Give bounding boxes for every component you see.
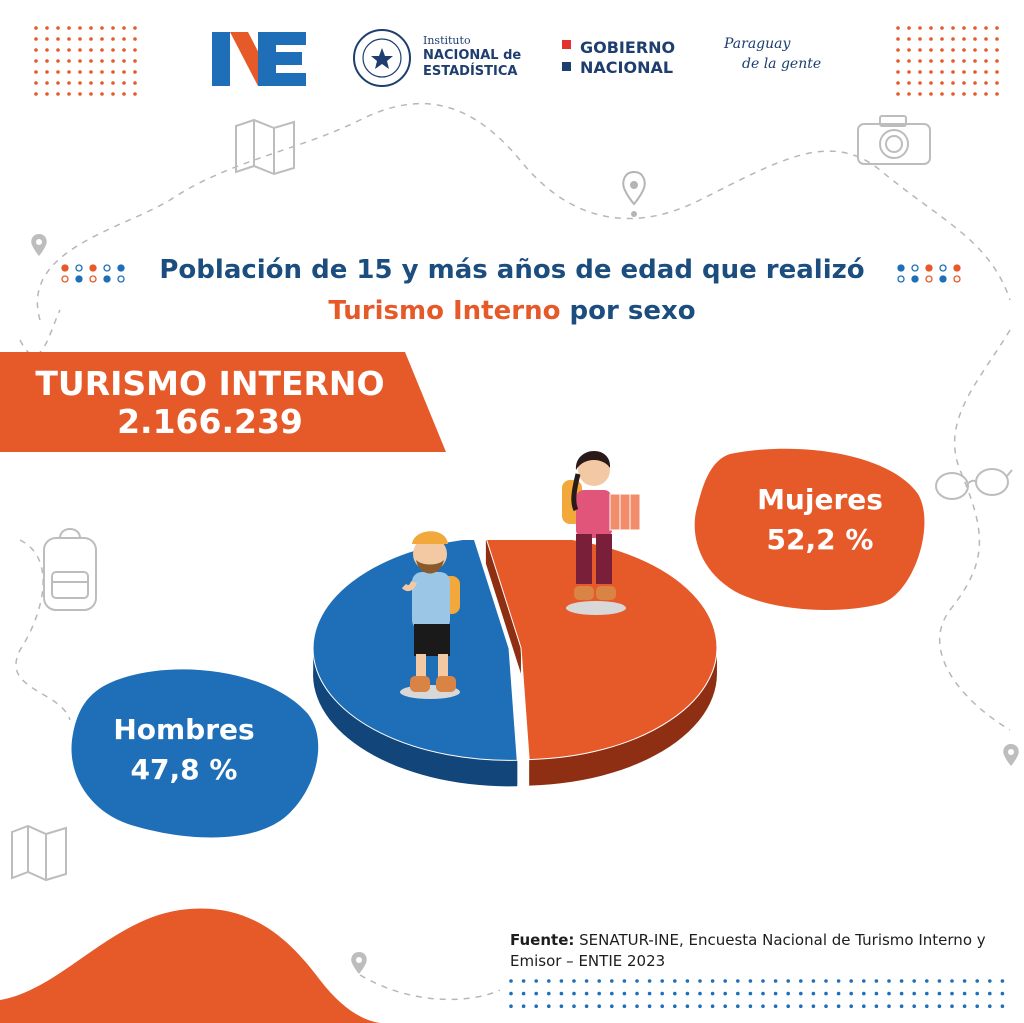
pie-cut-mujeres	[485, 540, 521, 674]
slice-value-hombres: 47,8 %	[130, 753, 238, 786]
ine-small-label: Instituto	[423, 34, 471, 47]
source-label: Fuente:	[510, 931, 575, 949]
paraguay-gente-line1: Paraguay	[724, 36, 791, 52]
title-dots-right	[897, 264, 961, 283]
gobierno-line1: GOBIERNO	[580, 38, 676, 57]
map-icon	[235, 118, 295, 176]
camera-icon	[857, 115, 931, 165]
chart-title-rest: por sexo	[560, 296, 696, 326]
sunglasses-icon	[935, 468, 1013, 500]
total-banner	[0, 352, 446, 452]
ine-name-line2: ESTADÍSTICA	[423, 64, 518, 79]
gobierno-blue-square	[562, 62, 571, 71]
source-text: SENATUR-INE, Encuesta Nacional de Turism…	[510, 931, 986, 970]
pie-chart	[312, 540, 718, 787]
dot-grid-top-right	[896, 26, 999, 96]
map-bottom-icon	[11, 824, 67, 882]
location-pin-icon	[622, 170, 646, 217]
location-pin-bottom-icon	[351, 952, 367, 974]
hombres-label-block: Hombres 47,8 %	[94, 710, 274, 790]
title-dots-left	[61, 264, 125, 283]
mujeres-blob	[694, 448, 925, 610]
pie-wall-mujeres	[529, 647, 717, 786]
chart-title-line1: Población de 15 y más años de edad que r…	[159, 255, 865, 285]
mujeres-label-block: Mujeres 52,2 %	[730, 480, 910, 560]
chart-title-line2: Turismo Interno por sexo	[0, 296, 1024, 326]
slice-name-mujeres: Mujeres	[757, 483, 883, 516]
male-traveler-illustration	[392, 531, 460, 699]
slice-value-mujeres: 52,2 %	[766, 523, 874, 556]
backpack-icon	[43, 528, 97, 611]
gobierno-line2: NACIONAL	[580, 58, 674, 77]
pie-wall-hombres	[313, 643, 518, 787]
paraguay-seal-icon	[353, 29, 411, 87]
pie-slice-mujeres	[485, 540, 718, 786]
header-logos: Instituto NACIONAL de ESTADÍSTICA GOBIER…	[0, 24, 1024, 96]
gobierno-red-square	[562, 40, 571, 49]
dot-grid-top-left	[34, 26, 137, 96]
source-note: Fuente: SENATUR-INE, Encuesta Nacional d…	[510, 930, 1010, 972]
chart-title-accent: Turismo Interno	[328, 296, 561, 326]
bottom-wave-decoration	[0, 908, 380, 1023]
total-banner-label: TURISMO INTERNO	[35, 364, 385, 403]
female-traveler-illustration	[562, 450, 641, 615]
location-pin-left-icon	[31, 234, 47, 256]
ine-ne-logo	[212, 32, 306, 86]
dot-grid-bottom	[509, 979, 1005, 1008]
paraguay-gente-line2: de la gente	[742, 56, 822, 72]
total-banner-text: TURISMO INTERNO 2.166.239	[0, 365, 420, 441]
hombres-blob	[71, 669, 319, 838]
ine-name-line1: NACIONAL de	[423, 48, 522, 63]
slice-name-hombres: Hombres	[113, 713, 255, 746]
total-banner-value: 2.166.239	[117, 402, 303, 441]
location-pin-right-icon	[1003, 744, 1019, 766]
